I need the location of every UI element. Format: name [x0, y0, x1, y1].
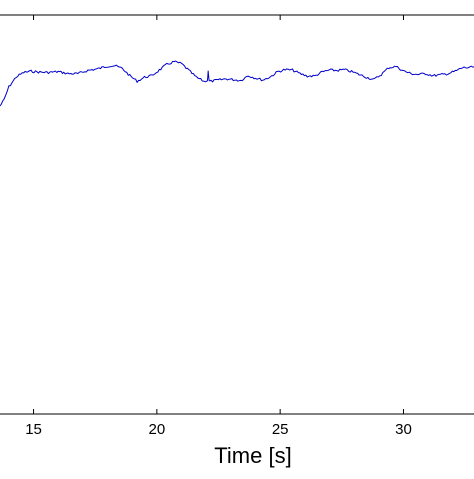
- axes-layer: [0, 14, 474, 415]
- x-tick-label: 20: [149, 421, 166, 438]
- x-tick-label: 15: [25, 421, 42, 438]
- x-tick-label: 30: [395, 421, 412, 438]
- series-line-0: [0, 60, 474, 107]
- x-tick-label: 25: [272, 421, 289, 438]
- x-ticks: 15 20 25 30: [25, 15, 412, 438]
- series-layer: [0, 60, 474, 107]
- plot-background: [0, 15, 474, 414]
- x-axis-label: Time [s]: [214, 443, 291, 468]
